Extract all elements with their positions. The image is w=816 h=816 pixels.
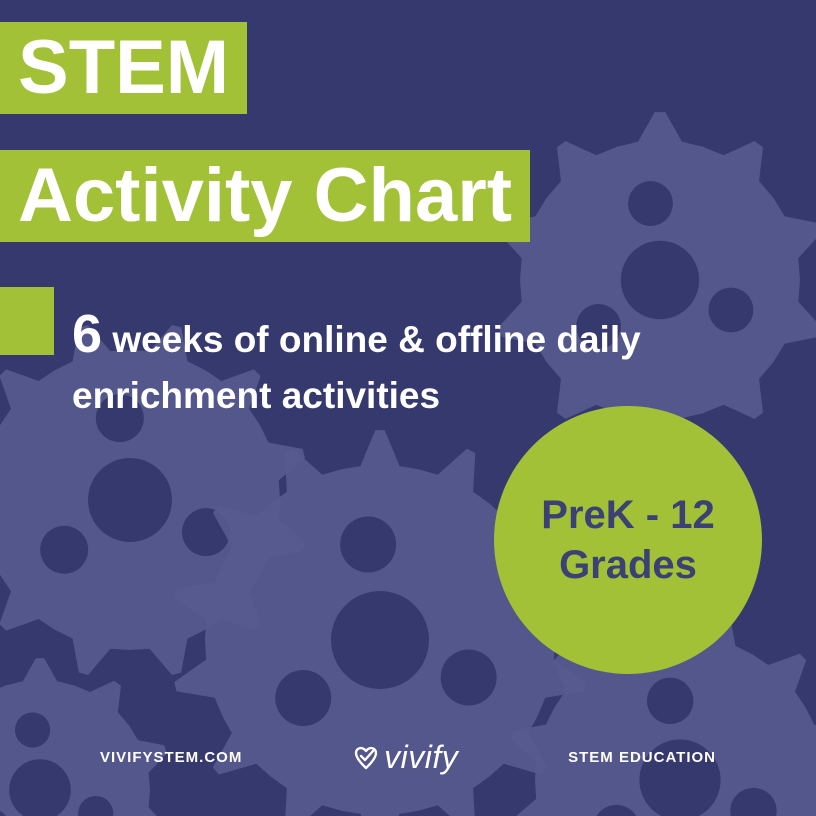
accent-bar xyxy=(0,287,54,355)
logo-text: vivify xyxy=(384,739,458,776)
heart-check-icon xyxy=(352,743,382,773)
title-block-1: STEM xyxy=(0,22,247,114)
title-block-2: Activity Chart xyxy=(0,150,530,242)
title-line-1: STEM xyxy=(18,25,229,110)
badge-line-1: PreK - 12 xyxy=(541,490,714,540)
grade-badge: PreK - 12 Grades xyxy=(494,406,762,674)
footer-left: VIVIFYSTEM.COM xyxy=(100,749,242,766)
description: 6 weeks of online & offline daily enrich… xyxy=(72,298,756,421)
footer-right: STEM EDUCATION xyxy=(568,749,716,766)
footer: VIVIFYSTEM.COM vivify STEM EDUCATION xyxy=(0,739,816,776)
infographic-canvas: STEM Activity Chart 6 weeks of online & … xyxy=(0,0,816,816)
title-line-2: Activity Chart xyxy=(18,153,512,238)
description-text: weeks of online & offline daily enrichme… xyxy=(72,319,641,416)
badge-line-2: Grades xyxy=(541,540,714,590)
vivify-logo: vivify xyxy=(352,739,458,776)
description-number: 6 xyxy=(72,304,102,364)
badge-text: PreK - 12 Grades xyxy=(541,490,714,590)
